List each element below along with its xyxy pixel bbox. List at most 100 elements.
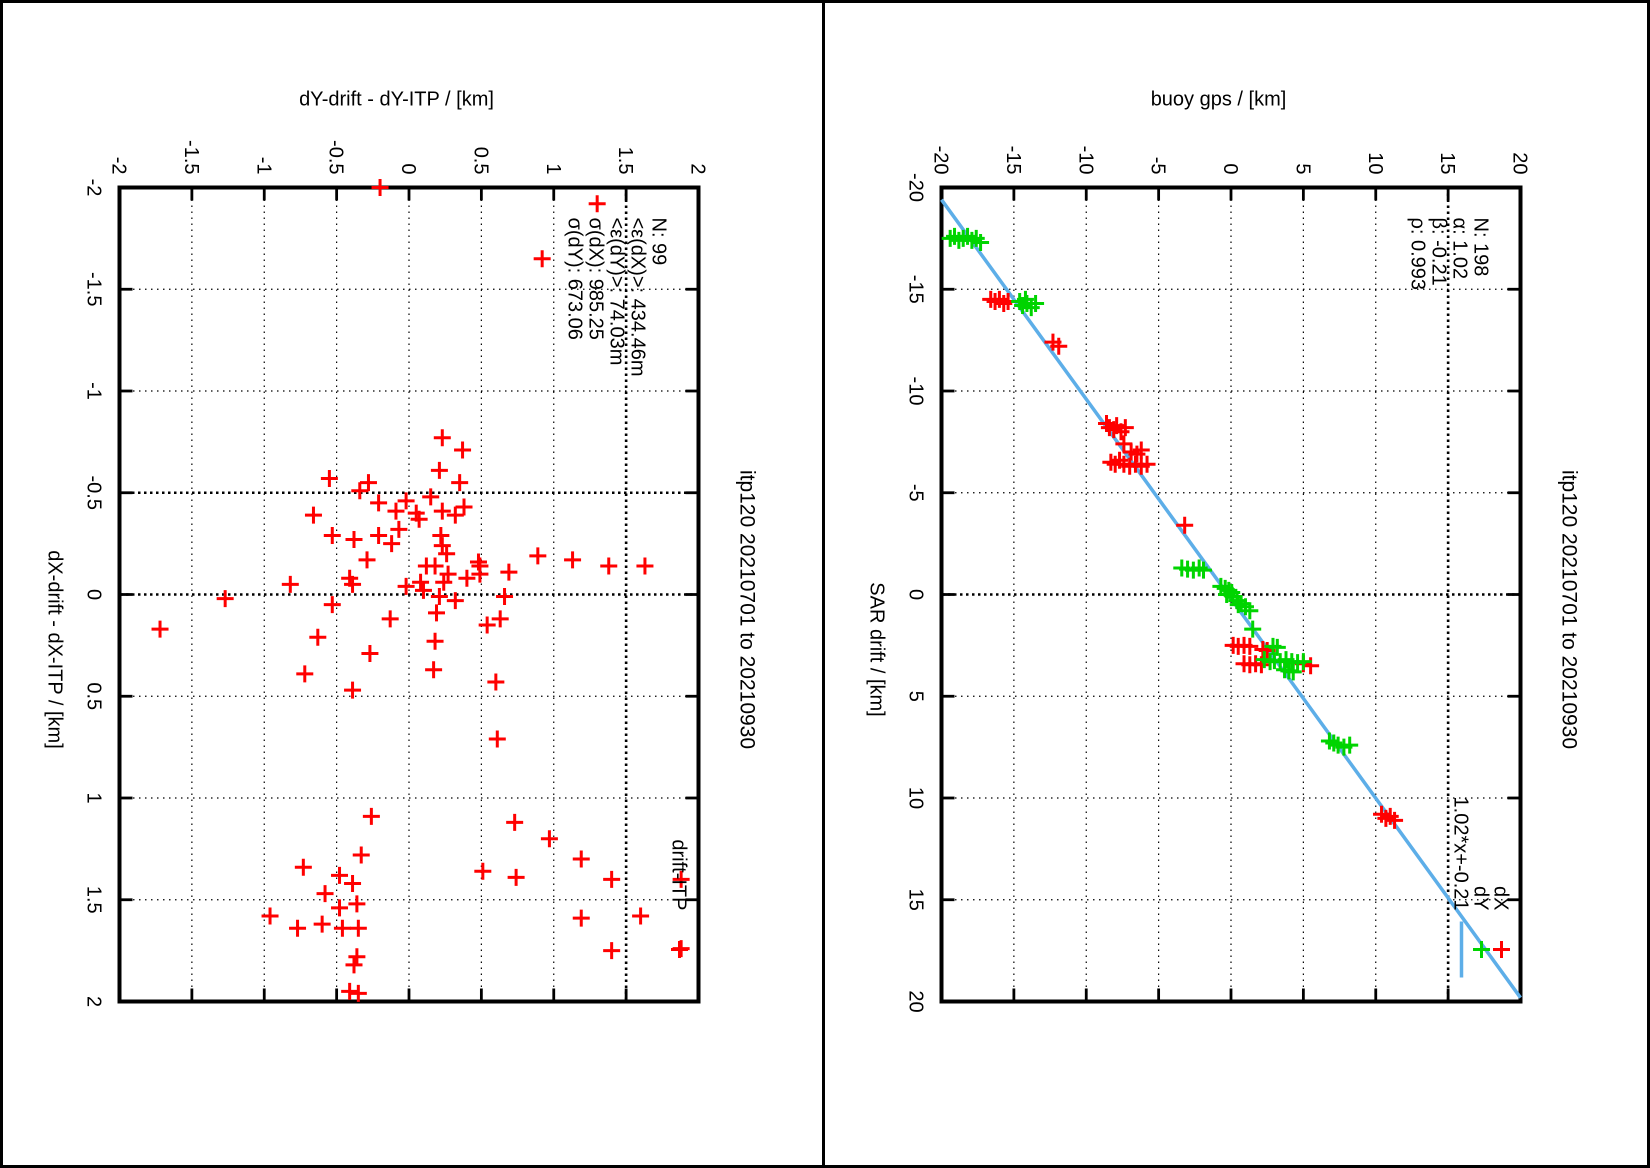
data-point-dX <box>1050 337 1068 355</box>
data-point-drift-ITP <box>352 846 370 864</box>
x-tick-label: -20 <box>905 173 927 202</box>
x-tick-label: 1.5 <box>83 886 105 914</box>
data-point-dX <box>1377 809 1395 827</box>
data-point-drift-ITP <box>540 830 558 848</box>
data-point-drift-ITP <box>529 547 547 565</box>
legend-sample-marker <box>1473 941 1490 958</box>
data-point-drift-ITP <box>390 520 408 538</box>
data-point-dX <box>995 294 1013 312</box>
x-tick-label: 0.5 <box>83 682 105 710</box>
data-point-drift-ITP <box>603 870 621 888</box>
left-rotated-chart-wrap: -2 -1.5 -1 -0.5 0 0.5 1 1.5 2 -2 -1.5 -1 -0.5 0 0.5 1 1.… <box>3 3 825 1165</box>
y-tick-label: -15 <box>1002 146 1024 175</box>
chart-title: itp120 20210701 to 20210930 <box>736 470 759 749</box>
data-point-drift-ITP <box>323 526 341 544</box>
legend-label: drift-ITP <box>668 839 690 910</box>
data-point-dY <box>1294 653 1312 671</box>
data-point-drift-ITP <box>414 581 432 599</box>
data-point-drift-ITP <box>572 850 590 868</box>
data-point-drift-ITP <box>281 575 299 593</box>
data-point-drift-ITP <box>370 494 388 512</box>
y-axis-label: buoy gps / [km] <box>1151 89 1287 111</box>
data-point-dX <box>1132 441 1150 459</box>
data-point-drift-ITP <box>471 565 489 583</box>
data-point-dX <box>1115 435 1133 453</box>
data-point-drift-ITP <box>261 907 279 925</box>
data-point-dY <box>1229 596 1247 614</box>
data-point-drift-ITP <box>358 551 376 569</box>
data-point-drift-ITP <box>425 661 443 679</box>
y-tick-label: 0 <box>397 163 419 174</box>
x-tick-label: 20 <box>905 990 927 1012</box>
x-tick-label: 5 <box>905 691 927 702</box>
data-point-dX <box>990 290 1008 308</box>
data-point-drift-ITP <box>488 730 506 748</box>
data-point-drift-ITP <box>381 610 399 628</box>
data-point-drift-ITP <box>289 919 307 937</box>
data-point-drift-ITP <box>410 510 428 528</box>
y-tick-label: 2 <box>687 163 709 174</box>
y-tick-label: -10 <box>1074 146 1096 175</box>
data-point-drift-ITP <box>370 526 388 544</box>
y-tick-label: -2 <box>108 157 130 175</box>
data-point-drift-ITP <box>331 866 349 884</box>
data-point-drift-ITP <box>397 577 415 595</box>
data-point-dX <box>1105 421 1123 439</box>
data-point-drift-ITP <box>446 506 464 524</box>
stats-line: <ε(dX)>: 434.46m <box>627 218 649 377</box>
data-point-drift-ITP <box>474 862 492 880</box>
data-point-drift-ITP <box>430 461 448 479</box>
y-axis-label: dY-drift - dY-ITP / [km] <box>299 89 494 111</box>
x-tick-label: 0 <box>905 589 927 600</box>
data-point-drift-ITP <box>433 537 451 555</box>
data-point-drift-ITP <box>478 616 496 634</box>
data-point-drift-ITP <box>344 681 362 699</box>
data-point-drift-ITP <box>428 604 446 622</box>
data-point-dY <box>1244 620 1262 638</box>
data-point-drift-ITP <box>316 885 334 903</box>
data-point-dY <box>1218 586 1236 603</box>
data-point-drift-ITP <box>294 858 312 876</box>
y-tick-label: -5 <box>1147 157 1169 175</box>
data-point-drift-ITP <box>430 588 448 606</box>
data-point-drift-ITP <box>636 557 654 575</box>
y-tick-label: 1.5 <box>614 147 636 175</box>
x-axis-label: dX-drift - dX-ITP / [km] <box>44 550 66 749</box>
y-tick-label: 5 <box>1291 163 1313 174</box>
legend-sample-marker <box>671 941 688 958</box>
data-point-drift-ITP <box>345 531 363 549</box>
data-point-dX <box>1138 455 1156 473</box>
data-point-drift-ITP <box>412 573 430 591</box>
data-point-dX <box>1102 453 1120 471</box>
correlation-scatter-chart: -20 -15 -10 -5 0 5 10 15 20 -20 -15 -10 -5 0 5 10 15 20 dX… <box>866 89 1581 1013</box>
data-point-drift-ITP <box>426 632 444 650</box>
data-point-drift-ITP <box>496 588 514 606</box>
data-point-dY <box>1284 663 1302 681</box>
data-point-drift-ITP <box>564 551 582 569</box>
data-point-drift-ITP <box>349 984 367 1002</box>
data-point-dY <box>1268 638 1286 656</box>
data-point-dY <box>1016 290 1034 308</box>
data-point-drift-ITP <box>359 474 377 492</box>
y-tick-label: -20 <box>930 146 952 175</box>
data-point-dY <box>967 229 985 247</box>
data-point-drift-ITP <box>320 470 338 488</box>
stats-line: ρ: 0.993 <box>1407 218 1429 291</box>
data-point-drift-ITP <box>331 899 349 917</box>
x-tick-label: -0.5 <box>83 476 105 510</box>
x-tick-label: 0 <box>83 589 105 600</box>
data-point-drift-ITP <box>507 868 525 886</box>
x-tick-label: -1.5 <box>83 272 105 306</box>
data-point-dX <box>1386 811 1404 829</box>
x-tick-label: 1 <box>83 792 105 803</box>
stats-line: σ(dY): 673.06 <box>564 218 586 340</box>
data-point-drift-ITP <box>433 429 451 447</box>
data-point-drift-ITP <box>454 441 472 459</box>
data-point-dY <box>1027 294 1045 312</box>
data-point-drift-ITP <box>309 628 327 646</box>
stats-line: <ε(dY)>: 74.03m <box>606 218 628 366</box>
x-tick-label: 15 <box>905 889 927 911</box>
data-point-drift-ITP <box>458 569 476 587</box>
page-divider <box>822 3 825 1165</box>
